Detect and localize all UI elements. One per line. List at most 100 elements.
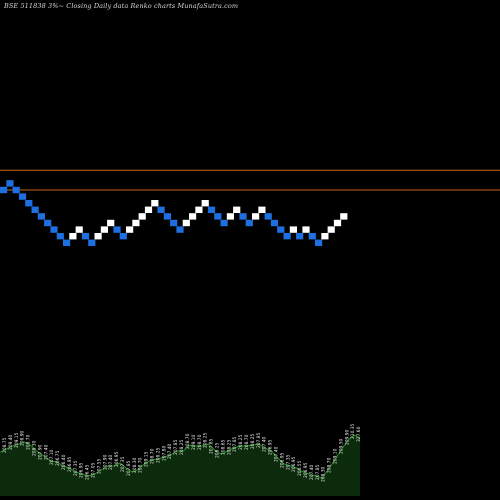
brick-down [315,239,323,246]
volume-label: 208.70 [26,434,32,450]
volume-label: 206.95 [79,462,85,478]
brick-down [31,206,39,213]
brick-down [63,239,71,246]
brick-up [327,226,335,233]
brick-up [126,226,134,233]
brick-down [170,219,178,227]
brick-down [270,219,279,227]
brick-up [201,200,209,207]
volume-label: 208.25 [226,439,232,455]
volume-label: 207.35 [73,460,79,476]
volume-label: 208.25 [215,442,221,458]
brick-up [226,213,234,220]
volume-label: 208.70 [185,433,191,449]
volume-label: 208.70 [138,457,144,473]
brick-down [245,219,253,227]
brick-down [119,233,127,240]
brick-down [37,213,45,220]
brick-up [182,219,190,227]
brick-down [239,213,247,220]
volume-label: 207.55 [96,458,102,474]
volume-label: 207.40 [262,436,268,452]
reference-lines [0,169,500,191]
volume-label: 208.75 [2,437,8,453]
volume-label: 207.80 [161,445,167,461]
volume-label: 206.45 [85,464,91,480]
volume-label: 207.10 [49,449,55,465]
volume-edge [0,434,361,479]
brick-up [252,213,260,220]
brick-down [81,233,90,240]
volume-label: 207.85 [126,460,132,476]
volume-label: 206.95 [303,462,309,478]
brick-down [0,186,8,194]
brick-down [214,213,222,220]
brick-down [113,226,121,233]
brick-down [157,206,165,213]
brick-down [264,213,272,220]
volume-label: 208.70 [327,457,333,473]
volume-label: 207.35 [120,456,126,472]
volume-label: 207.85 [315,464,321,480]
volume-label: 207.85 [232,436,238,452]
brick-down [283,233,291,240]
brick-up [302,226,310,233]
volume-label: 207.40 [43,444,49,460]
brick-up [289,226,297,233]
volume-label: 208.25 [250,433,256,449]
brick-up [340,213,348,220]
brick-down [207,206,216,213]
brick-down [12,186,20,194]
volume-label: 209.90 [344,429,350,445]
brick-up [151,200,159,207]
volume-labels: 208.75 209.40 209.15 208.90 208.70 208.30 207.… [2,423,362,482]
volume-label: 208.25 [179,439,185,455]
volume-label: 210.35 [350,423,356,439]
volume-label: 209.15 [14,432,20,448]
volume-label: 327.60 [356,426,362,442]
volume-label: 208.90 [20,430,26,446]
volume-label: 209.50 [338,438,344,454]
brick-down [25,200,33,207]
volume-label: 208.30 [32,440,38,456]
volume-label: 207.85 [209,438,215,454]
brick-up [138,213,146,220]
volume-label: 208.65 [220,439,226,455]
volume-label: 209.15 [144,451,150,467]
volume-label: 208.30 [321,466,327,482]
volume-label: 207.40 [274,446,280,462]
brick-up [132,219,140,227]
brick-down [56,233,64,240]
brick-up [94,233,102,240]
volume-label: 208.25 [203,432,209,448]
brick-down [18,193,27,200]
volume-label: 206.95 [291,456,297,472]
volume-label: 207.40 [167,443,173,459]
brick-up [258,206,266,213]
volume-label: 207.40 [108,454,114,470]
volume-label: 207.90 [37,444,43,460]
brick-up [69,233,77,240]
chart-title: BSE 511838 3%~ Closing Daily data Renko … [4,2,239,10]
brick-down [176,226,184,233]
brick-down [277,226,285,233]
brick-down [220,219,228,227]
brick-down [296,233,304,240]
volume-label: 209.10 [333,448,339,464]
volume-label: 207.40 [309,464,315,480]
brick-up [144,206,153,213]
volume-area [0,434,361,496]
volume-label: 209.40 [8,434,14,450]
brick-down [308,233,316,240]
volume-label: 206.95 [268,439,274,455]
volume-label: 206.95 [279,452,285,468]
volume-label: 207.85 [256,432,262,448]
brick-down [6,180,14,187]
volume-label: 208.70 [197,434,203,450]
volume-label: 209.10 [191,434,197,450]
brick-up [233,206,241,213]
brick-up [333,219,342,227]
volume-label: 208.25 [155,447,161,463]
brick-down [88,239,96,246]
volume-label: 208.70 [244,434,250,450]
